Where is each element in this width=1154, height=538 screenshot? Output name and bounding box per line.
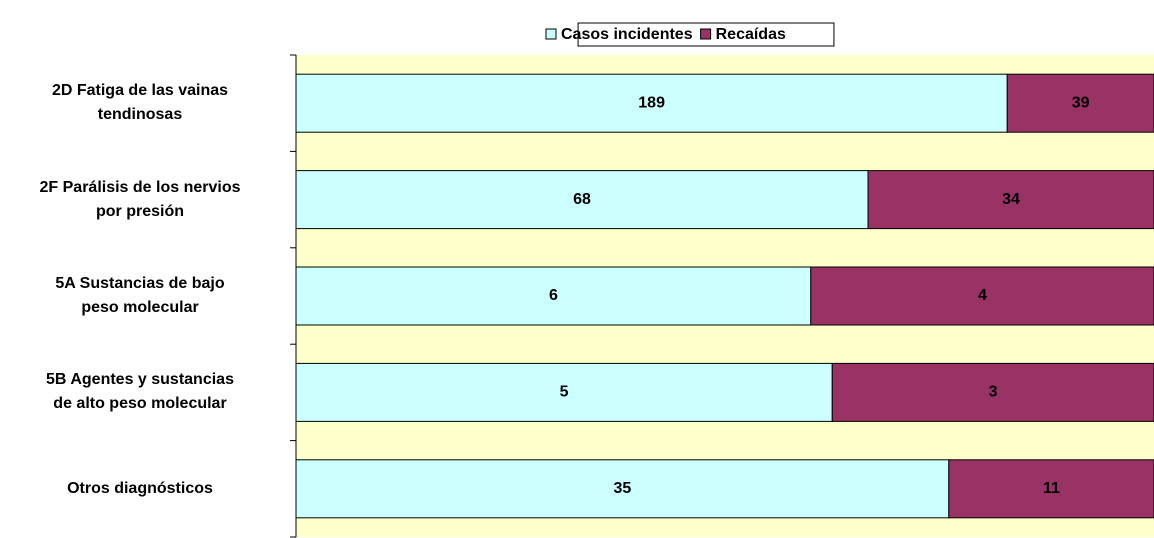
legend-label: Casos incidentes (561, 26, 693, 43)
value-label: 4 (978, 287, 987, 304)
bar-segment (295, 362, 833, 422)
value-label: 3 (989, 384, 998, 401)
value-label: 11 (1043, 480, 1060, 497)
category-label: 5A Sustancias de bajo peso molecular (55, 275, 225, 316)
legend-swatch (700, 28, 712, 40)
legend-label: Recaídas (716, 26, 786, 43)
bar-segment (810, 266, 1154, 326)
value-label: 34 (1002, 191, 1020, 208)
value-label: 189 (638, 94, 665, 111)
category-label: 5B Agentes y sustancias de alto peso mol… (46, 371, 234, 413)
value-label: 35 (614, 480, 632, 497)
value-label: 5 (560, 384, 569, 401)
category-label: 2D Fatiga de las vainas tendinosas (51, 82, 229, 124)
legend-swatch (545, 28, 557, 40)
category-label: Otros diagnósticos (67, 479, 213, 497)
category-label: 2F Parálisis de los nervios por presión (39, 178, 241, 220)
bar-segment (1006, 73, 1154, 133)
bar-segment (867, 170, 1154, 230)
bar-segment (831, 362, 1154, 422)
bar-segment (295, 170, 869, 230)
value-label: 6 (549, 287, 558, 304)
bar-segment (295, 459, 950, 519)
value-label: 39 (1072, 94, 1090, 111)
bar-segment (295, 266, 812, 326)
bar-segment (948, 459, 1154, 519)
value-label: 68 (573, 191, 591, 208)
